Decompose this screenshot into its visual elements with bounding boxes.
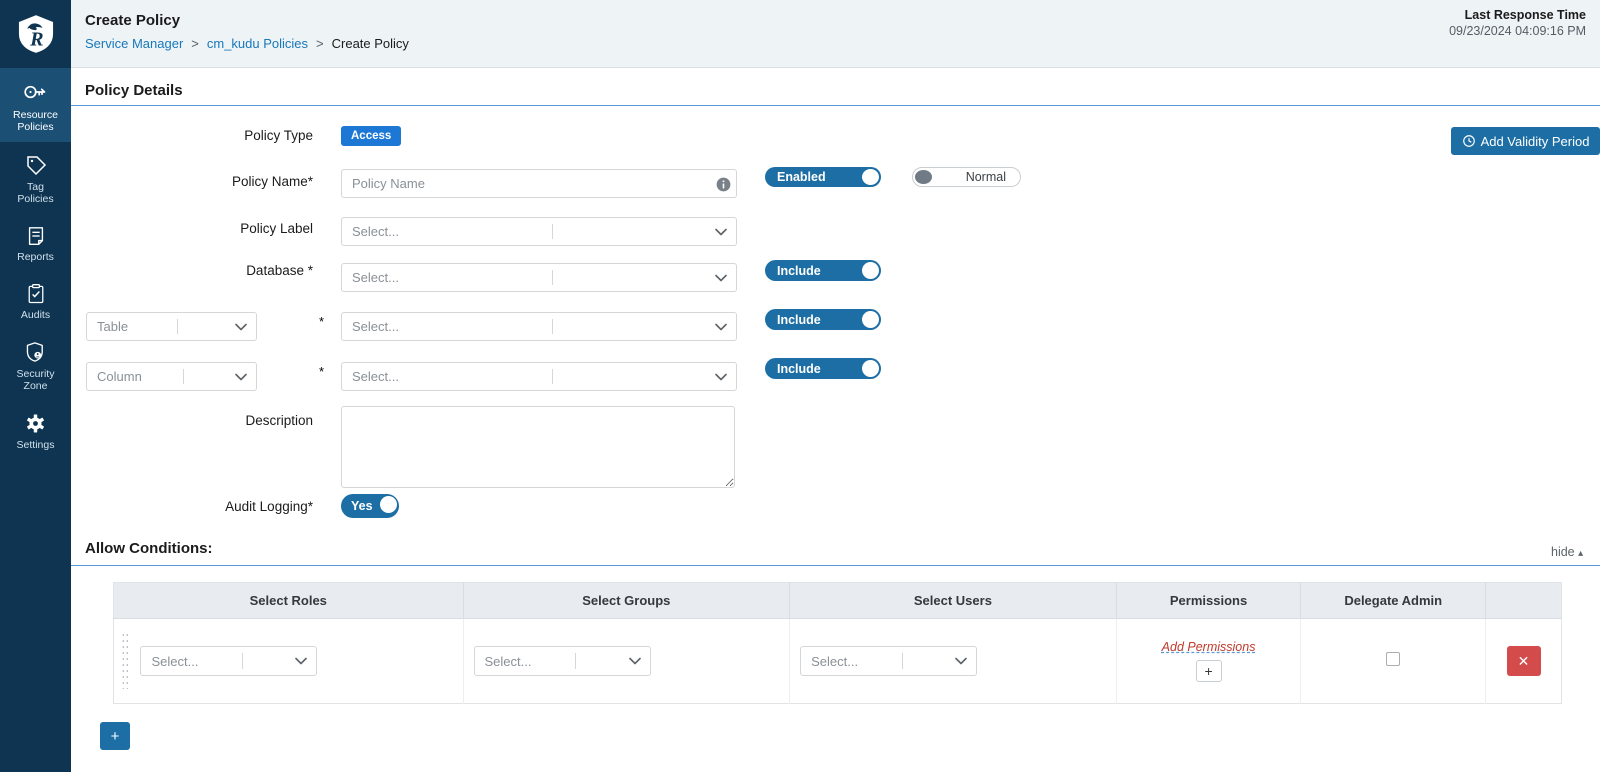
svg-text:R: R: [29, 28, 43, 50]
